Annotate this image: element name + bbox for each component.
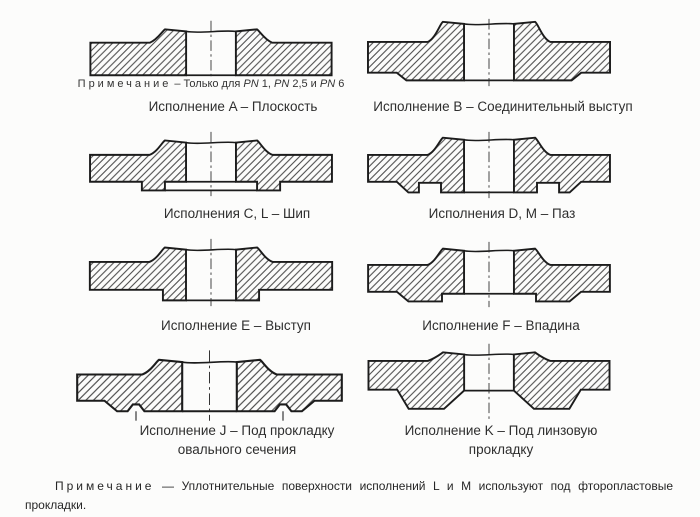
panel-J-caption: Исполнение J – Под прокладку овального с… bbox=[139, 423, 335, 458]
panel-A-caption: Исполнение A – Плоскость bbox=[148, 99, 318, 114]
flange-cross-section-DM bbox=[367, 131, 611, 199]
flange-cross-section-E bbox=[88, 238, 334, 307]
panel-CL-caption: Исполнения C, L – Шип bbox=[163, 206, 311, 221]
panel-E-caption: Исполнение E – Выступ bbox=[161, 318, 311, 333]
flange-cross-section-K bbox=[367, 343, 611, 423]
panel-F-caption: Исполнение F – Впадина bbox=[422, 318, 580, 333]
flange-cross-section-CL bbox=[89, 131, 333, 197]
footer-note: Примечание — Уплотнительные поверхности … bbox=[25, 477, 673, 514]
flange-cross-section-A bbox=[89, 20, 333, 78]
panel-A-note: Примечание – Только для PN 1, PN 2,5 и P… bbox=[77, 78, 345, 90]
panel-DM-caption: Исполнения D, M – Паз bbox=[428, 206, 576, 221]
footer-note-line1: Примечание — Уплотнительные поверхности … bbox=[55, 479, 673, 493]
flange-cross-section-F bbox=[367, 241, 611, 308]
flange-cross-section-B bbox=[367, 18, 611, 87]
flange-cross-section-J bbox=[76, 350, 343, 421]
panel-B-caption: Исполнение B – Соединительный выступ bbox=[373, 99, 633, 114]
footer-note-line2: прокладки. bbox=[25, 497, 87, 512]
panel-K-caption: Исполнение K – Под линзовую прокладку bbox=[404, 423, 598, 458]
